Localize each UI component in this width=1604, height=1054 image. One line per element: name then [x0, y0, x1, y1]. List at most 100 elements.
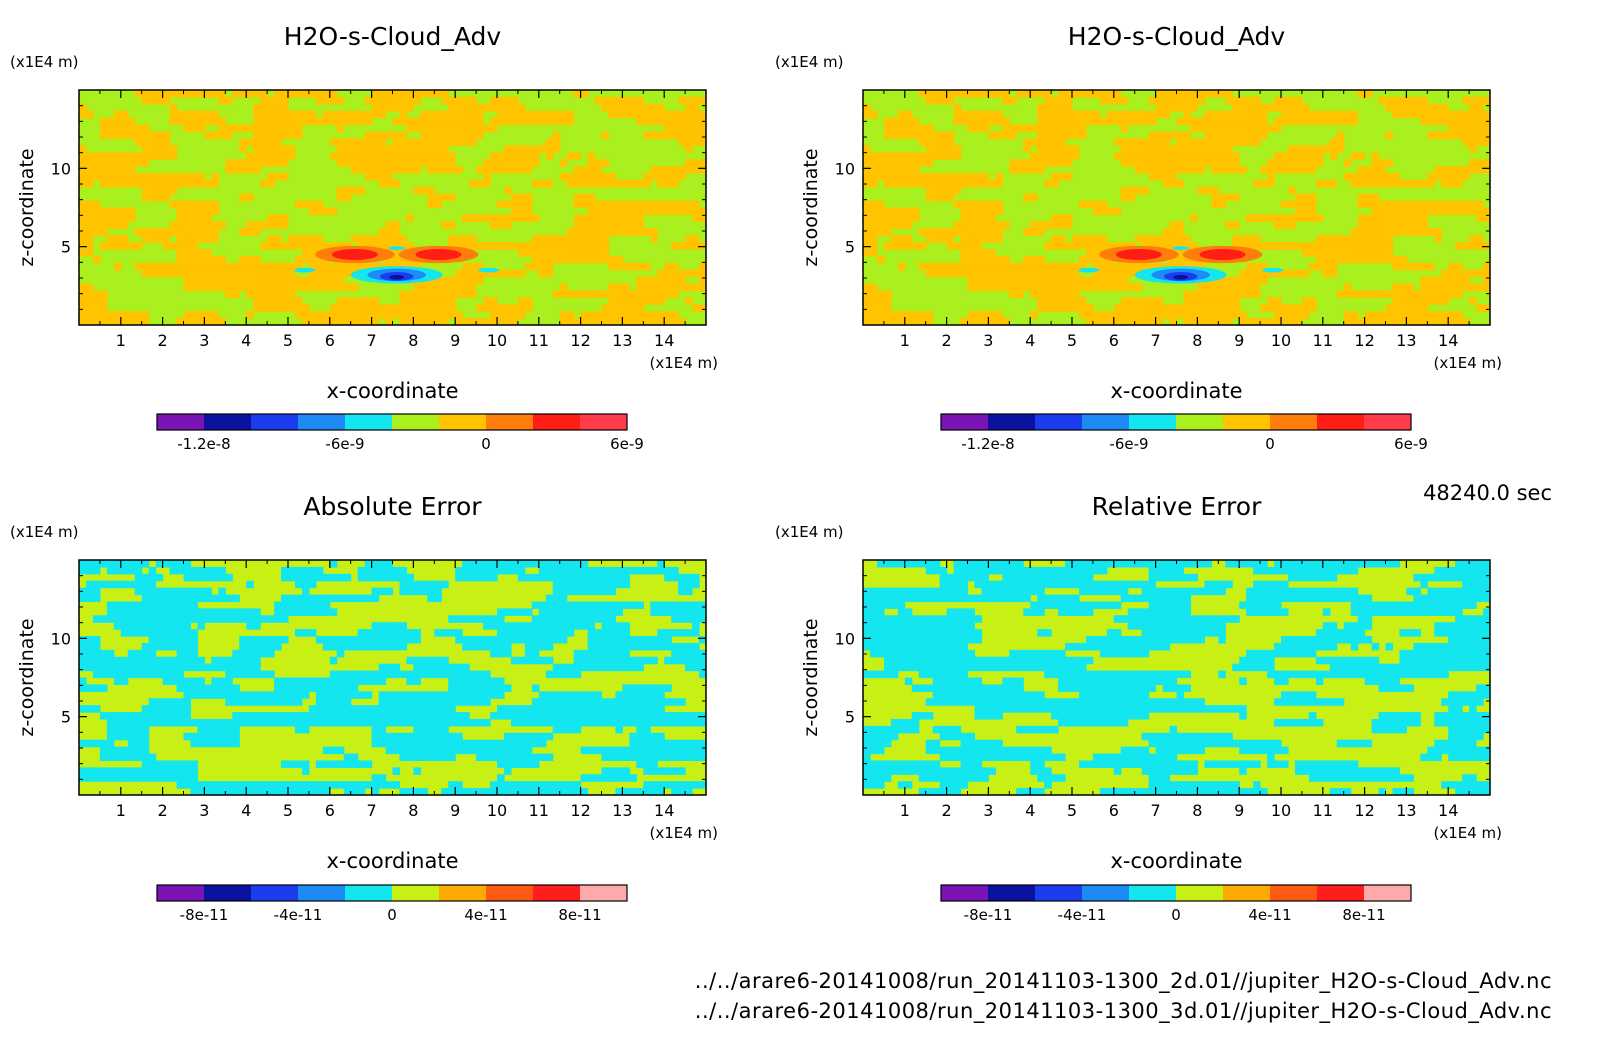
field-cell	[371, 297, 380, 305]
field-cell	[608, 698, 617, 706]
field-cell	[169, 221, 178, 229]
field-cell	[1051, 110, 1059, 119]
field-cell	[1260, 124, 1268, 133]
field-cell	[183, 684, 192, 692]
field-cell	[1148, 235, 1157, 243]
field-cell	[1218, 311, 1226, 319]
field-cell	[1281, 200, 1289, 209]
field-cell	[141, 573, 150, 582]
field-cell	[176, 615, 185, 623]
field-cell	[315, 608, 324, 616]
field-cell	[1448, 179, 1456, 188]
field-cell	[1225, 110, 1233, 119]
y-unit-label: (x1E4 m)	[775, 53, 844, 71]
field-cell	[1281, 103, 1289, 112]
field-cell	[371, 642, 380, 651]
field-cell	[294, 594, 303, 603]
field-cell	[413, 96, 421, 105]
field-cell	[378, 242, 387, 250]
field-cell	[1218, 124, 1226, 133]
field-cell	[531, 573, 540, 582]
field-cell	[169, 103, 178, 112]
field-cell	[399, 636, 408, 644]
field-cell	[1448, 311, 1456, 319]
field-cell	[218, 691, 226, 699]
field-cell	[406, 117, 414, 126]
field-cell	[608, 96, 617, 105]
field-cell	[434, 159, 442, 167]
field-cell	[134, 311, 143, 319]
field-cell	[545, 732, 554, 741]
field-cell	[939, 262, 948, 271]
field-cell	[497, 214, 505, 222]
field-cell	[385, 670, 394, 679]
field-cell	[169, 663, 178, 672]
field-cell	[1092, 242, 1101, 250]
field-cell	[197, 179, 205, 188]
field-cell	[566, 228, 575, 236]
field-cell	[469, 684, 477, 692]
field-cell	[657, 753, 665, 762]
field-cell	[392, 718, 401, 727]
field-cell	[127, 152, 136, 160]
field-cell	[531, 656, 540, 665]
field-cell	[176, 587, 185, 596]
field-cell	[364, 718, 373, 727]
field-cell	[1301, 207, 1310, 216]
field-cell	[294, 684, 303, 692]
field-cell	[1211, 283, 1219, 292]
field-cell	[336, 649, 345, 658]
field-cell	[1357, 214, 1366, 222]
field-cell	[497, 110, 505, 119]
field-cell	[336, 304, 345, 312]
colorbar-swatch	[486, 414, 534, 430]
x-tick-label: 11	[1313, 331, 1333, 350]
field-cell	[469, 615, 477, 623]
field-cell	[134, 649, 143, 658]
field-cell	[127, 117, 136, 126]
field-cell	[218, 788, 226, 795]
field-cell	[918, 124, 927, 133]
field-cell	[462, 691, 470, 699]
field-cell	[476, 642, 484, 651]
field-cell	[559, 725, 568, 734]
field-cell	[441, 318, 449, 325]
field-cell	[483, 159, 491, 167]
field-cell	[120, 774, 129, 782]
field-cell	[308, 276, 317, 285]
field-cell	[1023, 255, 1031, 264]
field-cell	[939, 145, 948, 153]
field-cell	[385, 739, 394, 748]
field-cell	[524, 760, 533, 768]
field-cell	[671, 746, 679, 755]
field-cell	[1204, 124, 1212, 133]
field-cell	[566, 117, 575, 126]
field-cell	[1162, 159, 1171, 167]
field-cell	[559, 255, 568, 264]
field-cell	[636, 788, 644, 795]
field-cell	[1176, 235, 1185, 243]
field-cell	[1030, 269, 1038, 278]
field-cell	[490, 214, 498, 222]
field-cell	[531, 615, 540, 623]
field-cell	[918, 318, 927, 325]
field-cell	[538, 262, 547, 271]
field-cell	[462, 131, 470, 139]
field-cell	[79, 642, 87, 651]
field-cell	[1141, 297, 1150, 305]
field-cell	[378, 166, 387, 174]
field-cell	[441, 96, 449, 105]
field-cell	[85, 221, 94, 229]
field-cell	[1148, 172, 1157, 181]
field-cell	[622, 96, 630, 105]
field-cell	[608, 103, 617, 112]
x-tick-label: 12	[1354, 331, 1374, 350]
colorbar-swatch	[1364, 414, 1412, 430]
field-cell	[1427, 297, 1435, 305]
field-cell	[99, 712, 108, 720]
field-cell	[260, 297, 268, 305]
field-cell	[378, 732, 387, 741]
field-cell	[1336, 235, 1345, 243]
field-cell	[1072, 145, 1080, 153]
field-cell	[1232, 221, 1240, 229]
